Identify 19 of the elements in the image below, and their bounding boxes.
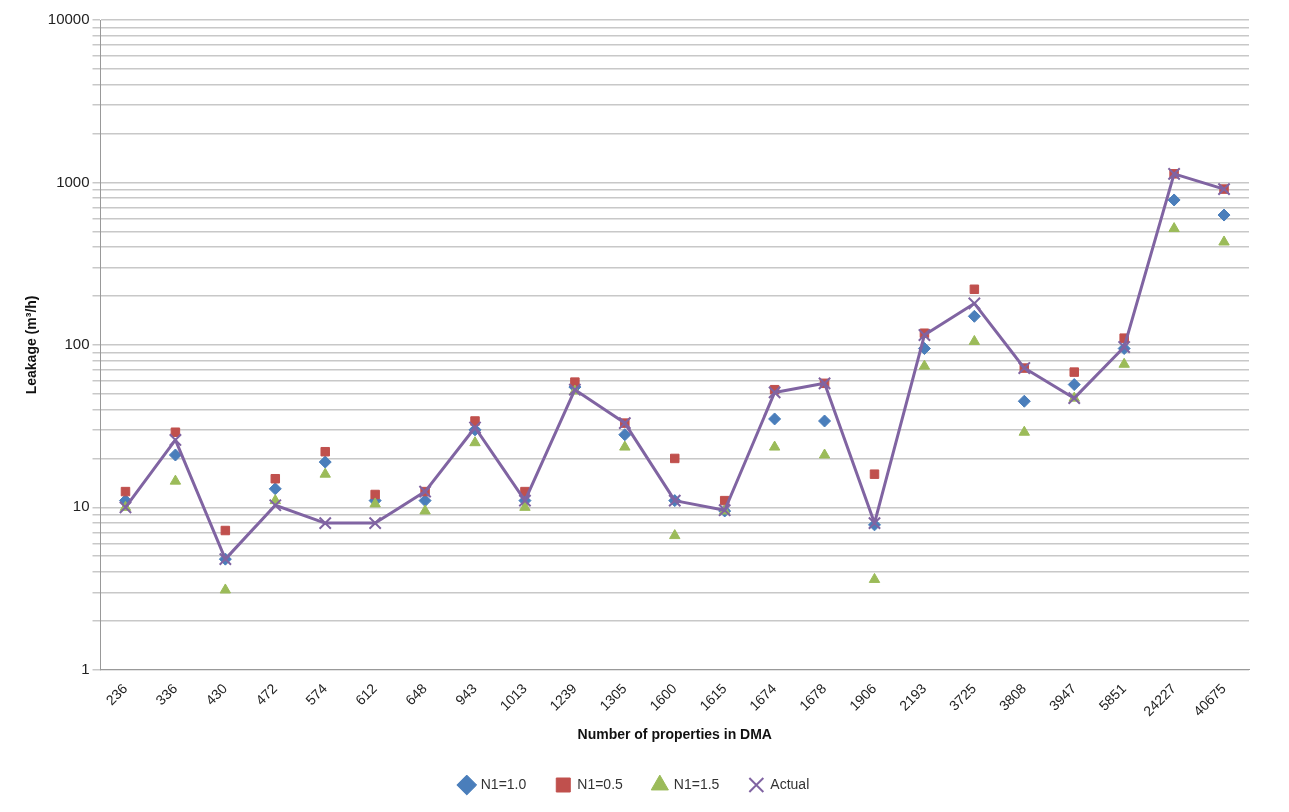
x-tick-label: 612 xyxy=(352,680,381,709)
x-tick-label: 236 xyxy=(102,680,131,709)
y-tick-label: 10 xyxy=(72,497,90,515)
legend-label: N1=1.5 xyxy=(673,775,720,792)
y-axis-title: Leakage (m³/h) xyxy=(23,295,40,395)
y-tick-label: 1000 xyxy=(56,172,90,190)
x-tick-label: 430 xyxy=(202,680,231,709)
y-tick-label: 100 xyxy=(64,335,90,353)
x-tick-label: 574 xyxy=(302,680,331,709)
x-tick-label: 336 xyxy=(152,680,181,709)
x-axis-title: Number of properties in DMA xyxy=(577,726,772,743)
legend-label: Actual xyxy=(770,775,810,792)
legend-label: N1=1.0 xyxy=(480,775,527,792)
legend-label: N1=0.5 xyxy=(577,775,624,792)
x-tick-label: 472 xyxy=(252,680,281,709)
y-tick-label: 10000 xyxy=(47,10,90,28)
x-tick-label: 943 xyxy=(452,680,481,709)
x-tick-label: 648 xyxy=(402,680,431,709)
y-tick-label: 1 xyxy=(81,659,90,677)
